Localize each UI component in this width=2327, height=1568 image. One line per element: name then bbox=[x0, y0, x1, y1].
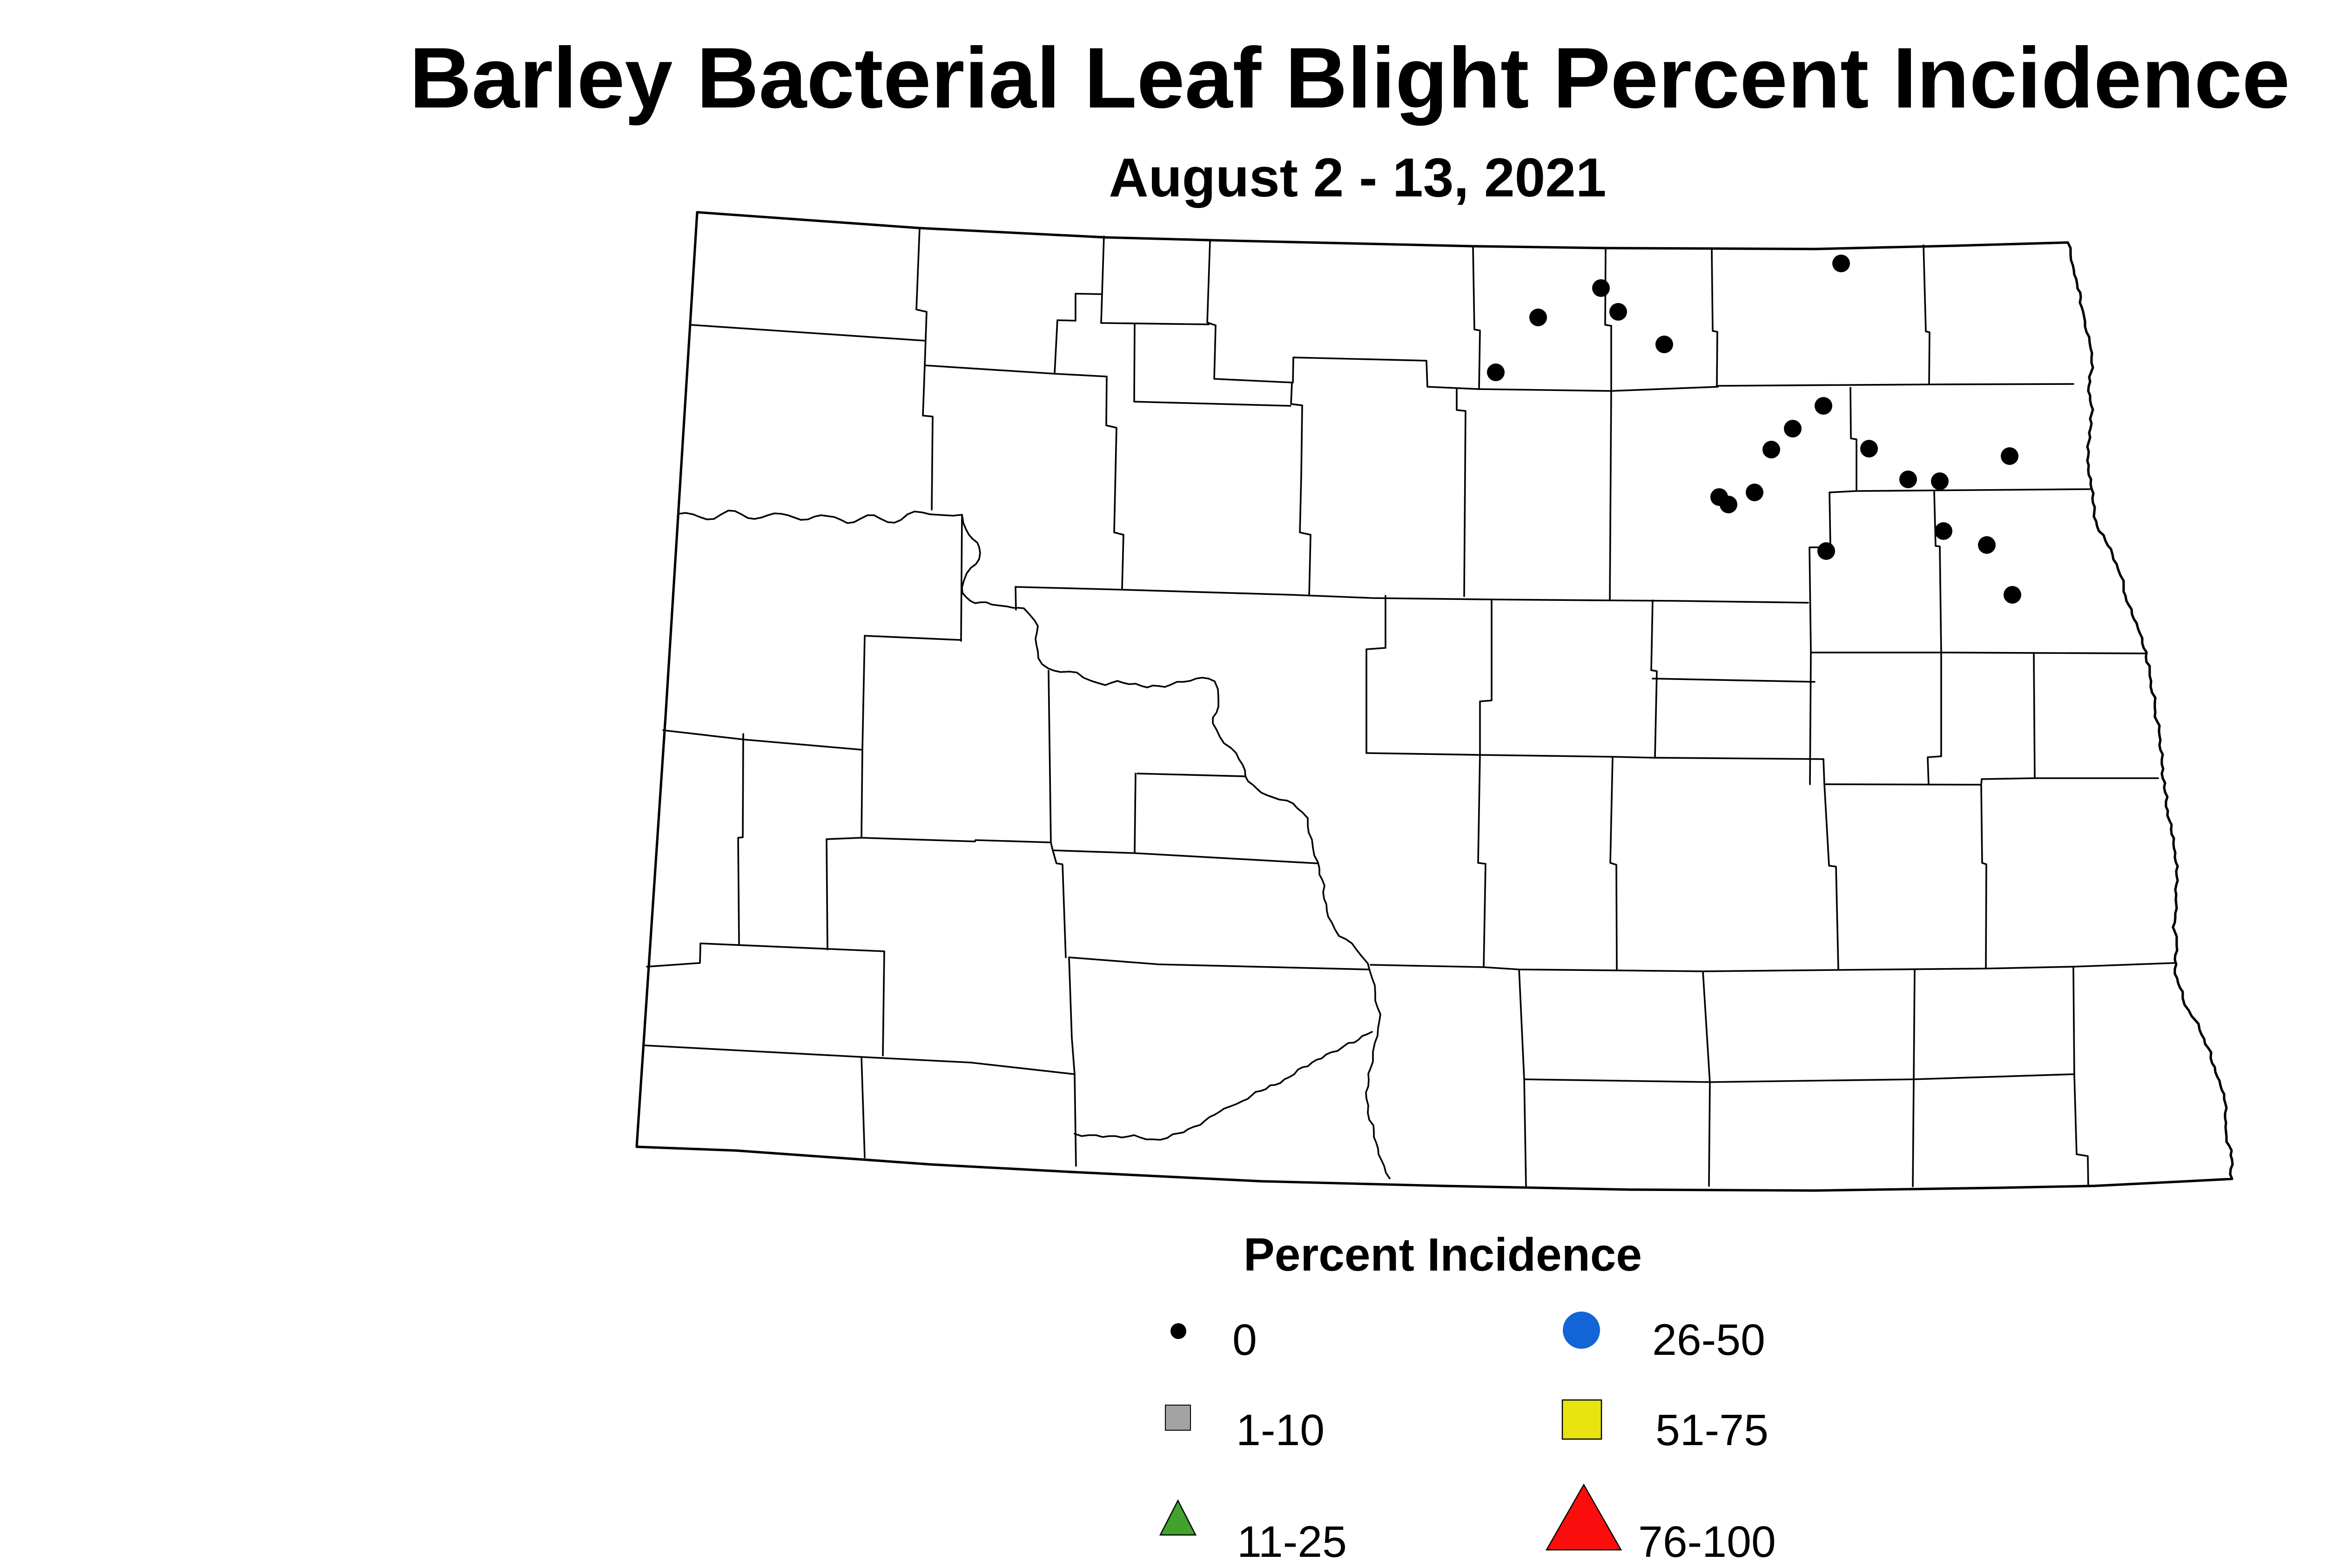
svg-text:76-100: 76-100 bbox=[1638, 1517, 1776, 1567]
svg-text:Percent Incidence: Percent Incidence bbox=[1244, 1229, 1642, 1281]
svg-text:11-25: 11-25 bbox=[1237, 1517, 1347, 1567]
svg-text:1-10: 1-10 bbox=[1236, 1406, 1325, 1455]
svg-text:26-50: 26-50 bbox=[1652, 1315, 1765, 1365]
svg-text:August 2 - 13, 2021: August 2 - 13, 2021 bbox=[1109, 147, 1607, 209]
svg-text:51-75: 51-75 bbox=[1655, 1406, 1769, 1455]
svg-text:Barley Bacterial Leaf Blight P: Barley Bacterial Leaf Blight Percent Inc… bbox=[410, 30, 2290, 126]
svg-text:0: 0 bbox=[1232, 1315, 1257, 1365]
